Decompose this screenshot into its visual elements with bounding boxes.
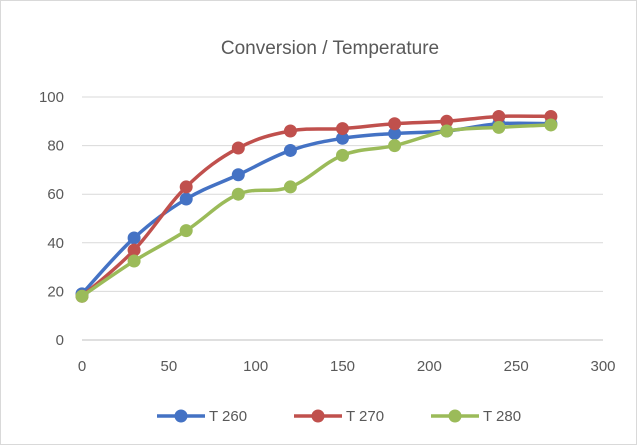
data-point-60 [180,193,193,206]
x-tick-label-50: 50 [160,358,177,375]
x-tick-label-200: 200 [417,358,442,375]
data-point-270 [544,118,557,131]
y-tick-label-20: 20 [47,283,64,300]
data-point-120 [284,125,297,138]
series-t-260 [76,117,558,300]
data-point-60 [180,180,193,193]
y-tick-label-40: 40 [47,235,64,252]
x-tick-label-100: 100 [243,358,268,375]
legend-label: T 270 [346,408,384,425]
data-point-90 [232,188,245,201]
data-point-210 [440,125,453,138]
data-point-90 [232,168,245,181]
x-tick-label-150: 150 [330,358,355,375]
data-point-120 [284,180,297,193]
data-point-240 [492,121,505,134]
data-point-180 [388,139,401,152]
y-tick-label-60: 60 [47,186,64,203]
chart-title: Conversion / Temperature [221,38,439,59]
legend-label: T 280 [483,408,521,425]
data-point-0 [76,290,89,303]
x-tick-label-0: 0 [78,358,86,375]
y-axis-ticks: 0 20 40 60 80 100 [39,89,64,349]
data-point-150 [336,122,349,135]
legend: T 260 T 270 T 280 [157,408,521,425]
data-point-30 [128,255,141,268]
legend-marker [312,410,325,423]
legend-item-0: T 260 [157,408,247,425]
series-group [76,110,558,303]
legend-marker [449,410,462,423]
data-point-150 [336,149,349,162]
y-tick-label-0: 0 [56,332,64,349]
series-t-270 [76,110,558,303]
data-point-180 [388,117,401,130]
legend-item-2: T 280 [431,408,521,425]
data-point-120 [284,144,297,157]
x-axis-ticks: 0 50 100 150 200 250 300 [78,358,616,375]
series-line [82,123,551,294]
x-tick-label-250: 250 [504,358,529,375]
legend-label: T 260 [209,408,247,425]
y-tick-label-80: 80 [47,138,64,155]
data-point-90 [232,142,245,155]
series-line [82,125,551,296]
data-point-60 [180,224,193,237]
x-tick-label-300: 300 [590,358,615,375]
legend-item-1: T 270 [294,408,384,425]
legend-marker [175,410,188,423]
y-tick-label-100: 100 [39,89,64,106]
